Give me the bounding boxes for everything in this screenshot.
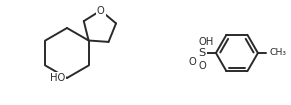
Text: O: O [188,57,196,67]
Text: OH: OH [198,37,214,47]
Text: O: O [97,6,104,16]
Text: CH₃: CH₃ [270,49,287,58]
Text: HO: HO [50,73,65,83]
Text: S: S [198,48,205,58]
Text: O: O [198,61,206,71]
